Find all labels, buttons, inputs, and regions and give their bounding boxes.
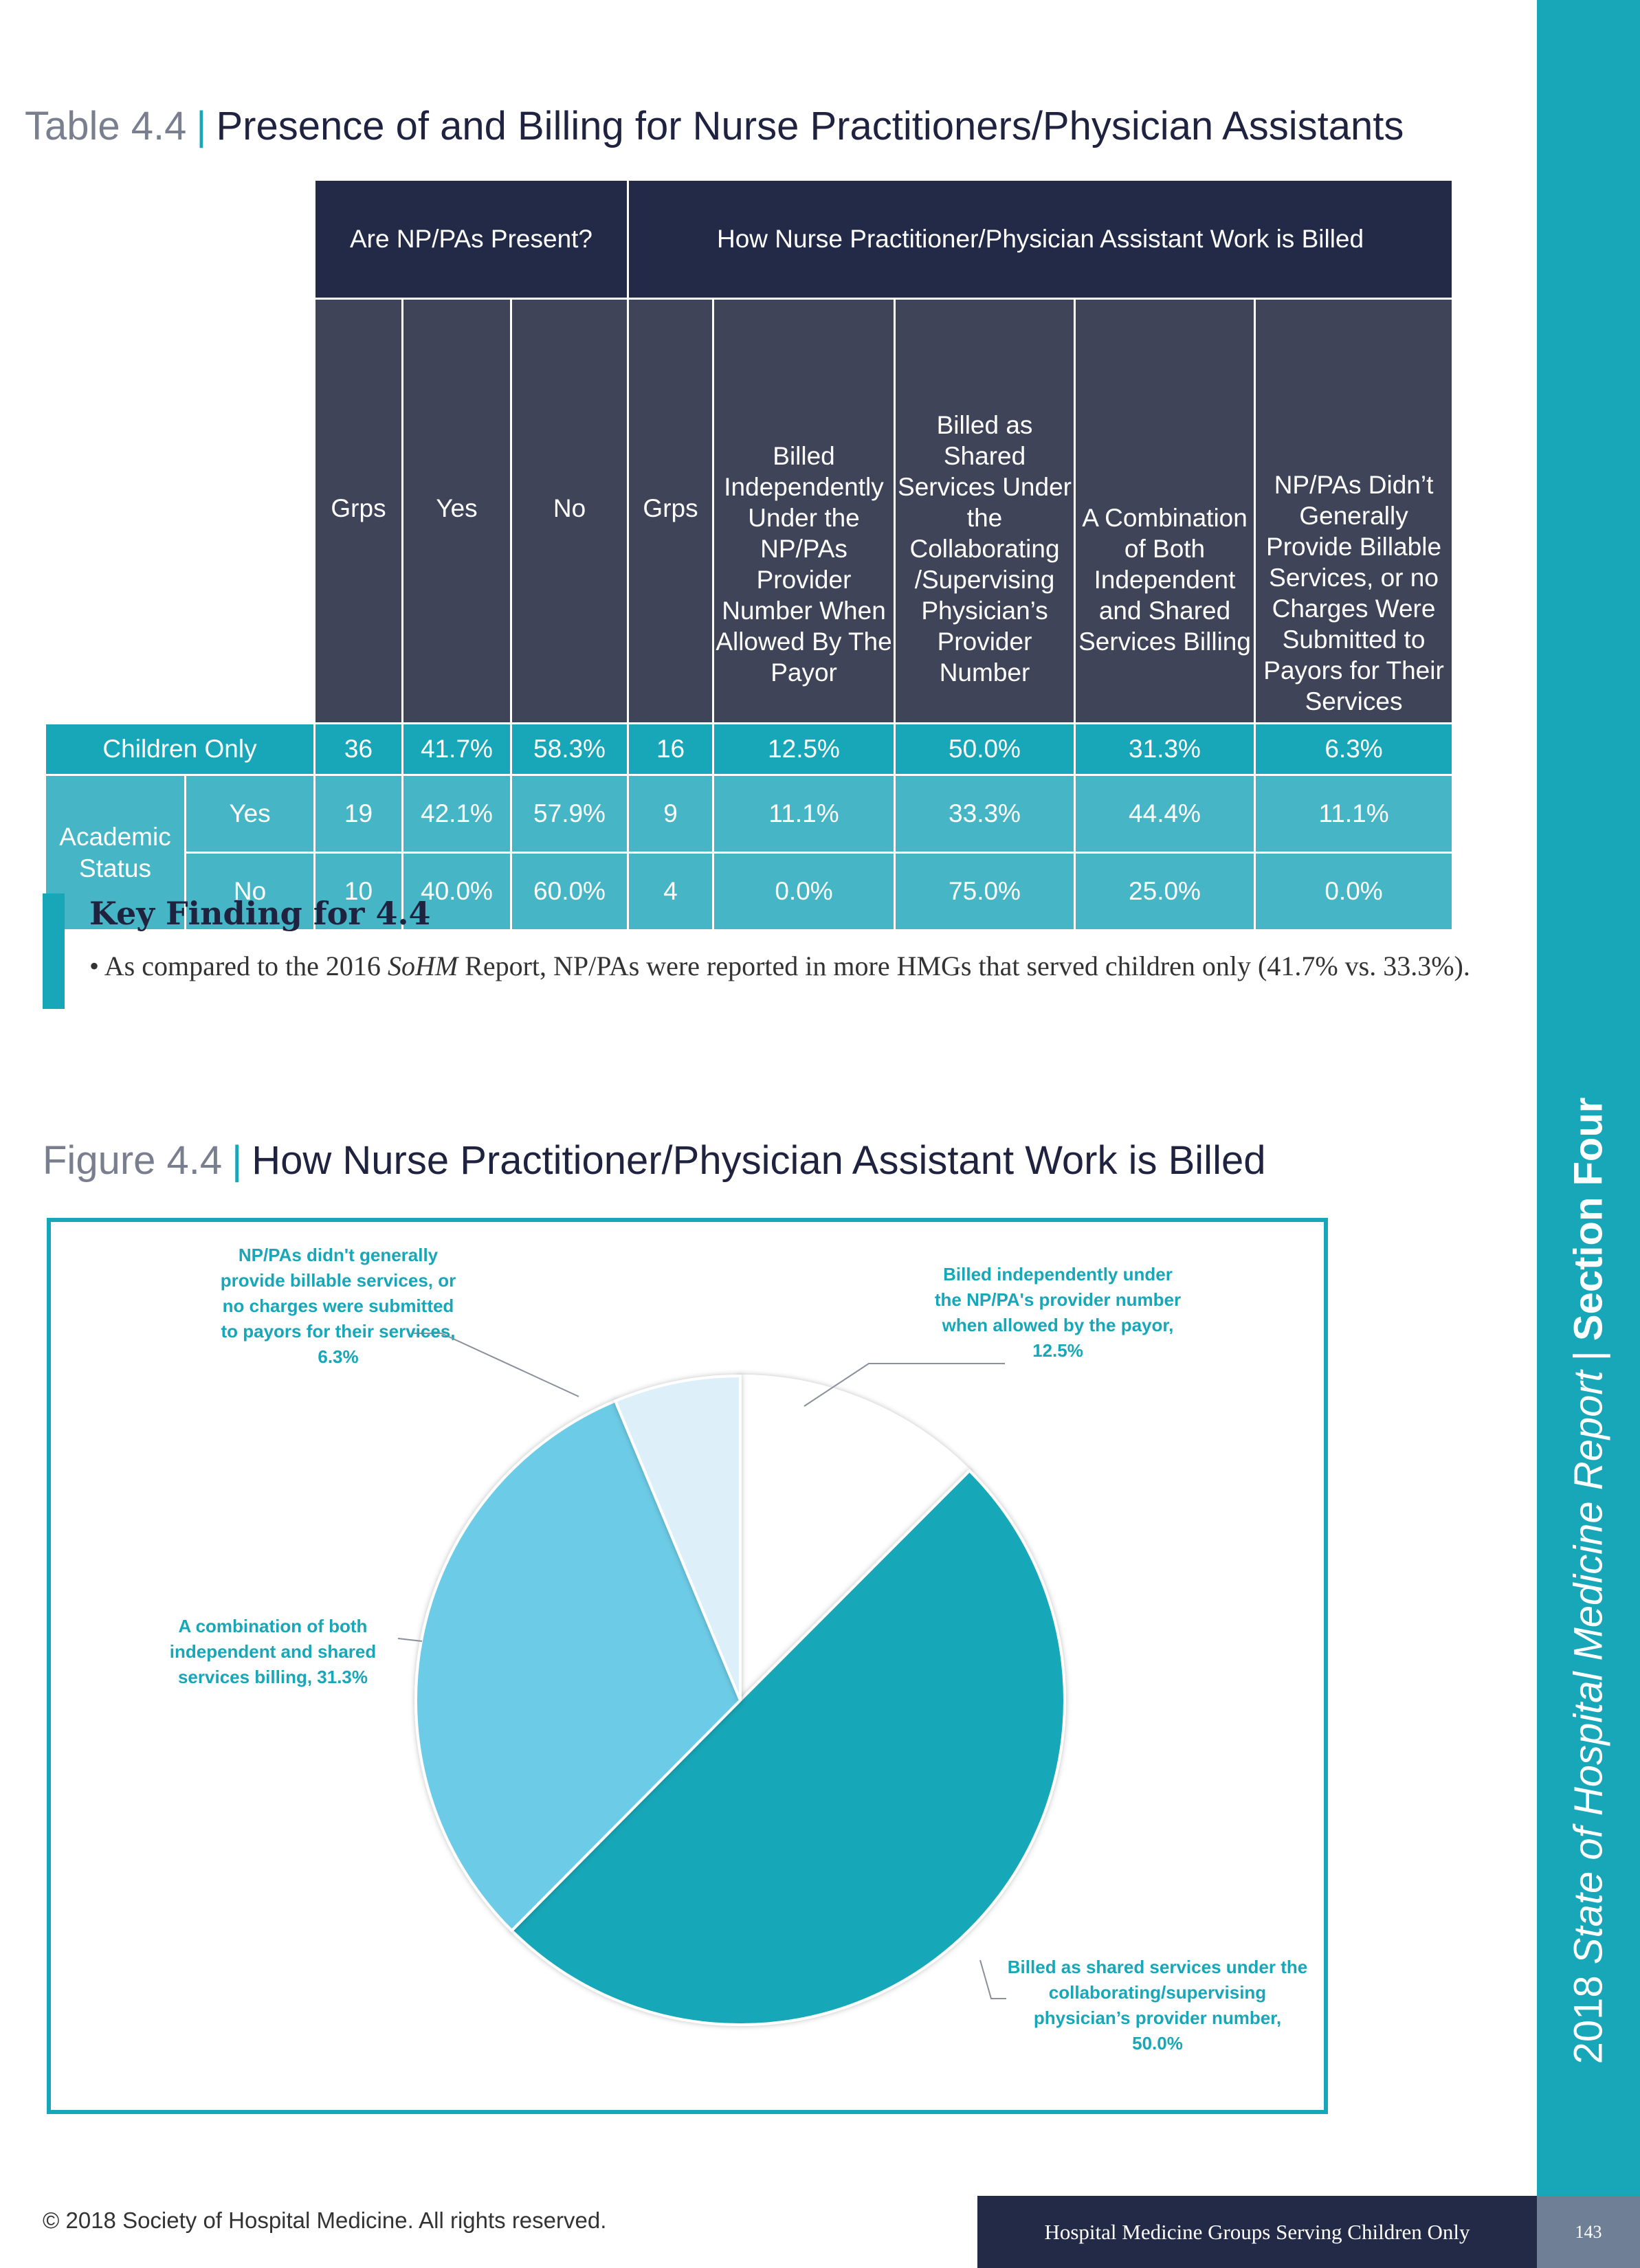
table-title: Table 4.4 | Presence of and Billing for Nu… (25, 104, 1404, 148)
row-sublabel: Yes (184, 774, 315, 854)
key-finding-title: Key Finding for 4.4 (89, 895, 431, 932)
copyright: © 2018 Society of Hospital Medicine. All… (43, 2208, 607, 2233)
cell: 16 (627, 722, 715, 776)
pie-slice (739, 1374, 972, 1704)
cell: 11.1% (1254, 774, 1454, 854)
sidebar-year: 2018 (1566, 1975, 1611, 2065)
cell: 58.3% (509, 722, 630, 776)
cell: 4 (627, 852, 715, 931)
col-header: No (509, 298, 630, 724)
cell: 42.1% (401, 774, 512, 854)
col-header: Billed as Shared Services Under the Coll… (894, 298, 1076, 724)
cell: 25.0% (1074, 852, 1256, 931)
cell: 12.5% (712, 722, 896, 776)
slice-label: Billed as shared services under the coll… (1007, 1957, 1308, 2054)
cell: 41.7% (401, 722, 512, 776)
figure-frame: Billed independently under the NP/PA's p… (47, 1218, 1328, 2114)
cell: 6.3% (1254, 722, 1454, 776)
slice-label: NP/PAs didn't generally provide billable… (220, 1245, 456, 1367)
figure-label: Figure 4.4 (43, 1138, 223, 1183)
cell: 50.0% (894, 722, 1076, 776)
table-title-text: Presence of and Billing for Nurse Practi… (216, 104, 1404, 148)
row-label: Children Only (44, 722, 315, 776)
cell: 33.3% (894, 774, 1076, 854)
slice-label: A combination of both independent and sh… (169, 1616, 377, 1687)
cell: 60.0% (509, 852, 630, 931)
sidebar-report-name: State of Hospital Medicine Report (1566, 1370, 1611, 1965)
cell: 36 (313, 722, 403, 776)
col-header: Grps (313, 298, 403, 724)
header-present: Are NP/PAs Present? (313, 179, 630, 300)
leader-line (414, 1333, 579, 1397)
figure-title: Figure 4.4 | How Nurse Practitioner/Physic… (43, 1138, 1266, 1183)
col-header: Grps (627, 298, 715, 724)
cell: 10 (313, 852, 403, 931)
figure-title-text: How Nurse Practitioner/Physician Assista… (252, 1138, 1266, 1183)
cell: 44.4% (1074, 774, 1256, 854)
nppa-table: Are NP/PAs Present? How Nurse Practition… (44, 179, 1454, 931)
footer-section-label: Hospital Medicine Groups Serving Childre… (977, 2196, 1537, 2268)
pie-slice (414, 1399, 742, 1933)
table-row: Children Only 36 41.7% 58.3% 16 12.5% 50… (44, 722, 1454, 776)
table-row: No 10 40.0% 60.0% 4 0.0% 75.0% 25.0% 0.0… (45, 852, 1454, 931)
leader-line (804, 1363, 1005, 1407)
pie-chart (397, 1333, 1066, 2026)
leader-line (979, 1959, 1006, 1999)
row-sublabel: No (184, 852, 315, 931)
col-header: NP/PAs Didn’t Generally Provide Billable… (1254, 298, 1454, 724)
table-label: Table 4.4 (25, 104, 187, 148)
sidebar (1537, 0, 1640, 2268)
cell: 40.0% (401, 852, 512, 931)
col-header: Yes (401, 298, 512, 724)
col-header: Billed Independently Under the NP/PAs Pr… (712, 298, 896, 724)
key-finding-text: • As compared to the 2016 SoHM Report, N… (89, 950, 1470, 981)
key-finding-accent (43, 893, 65, 1009)
cell: 0.0% (1254, 852, 1454, 931)
cell: 0.0% (712, 852, 896, 931)
pie-slice (509, 1469, 1066, 2026)
sidebar-separator: | (1566, 1350, 1611, 1361)
header-billed: How Nurse Practitioner/Physician Assista… (627, 179, 1454, 300)
cell: 31.3% (1074, 722, 1256, 776)
cell: 57.9% (509, 774, 630, 854)
table-row: Academic Status Yes 19 42.1% 57.9% 9 11.… (44, 774, 1454, 931)
cell: 9 (627, 774, 715, 854)
page-number: 143 (1537, 2196, 1640, 2268)
col-header: A Combination of Both Independent and Sh… (1074, 298, 1256, 724)
row-label: Academic Status (44, 774, 186, 931)
pie-slice (613, 1374, 742, 1701)
slice-label: Billed independently under the NP/PA's p… (934, 1264, 1182, 1361)
cell: 19 (313, 774, 403, 854)
cell: 11.1% (712, 774, 896, 854)
cell: 75.0% (894, 852, 1076, 931)
sidebar-report-title: 2018 State of Hospital Medicine Report | S… (1566, 1098, 1612, 2065)
sidebar-section: Section Four (1566, 1097, 1611, 1342)
leader-line (397, 1638, 423, 1642)
